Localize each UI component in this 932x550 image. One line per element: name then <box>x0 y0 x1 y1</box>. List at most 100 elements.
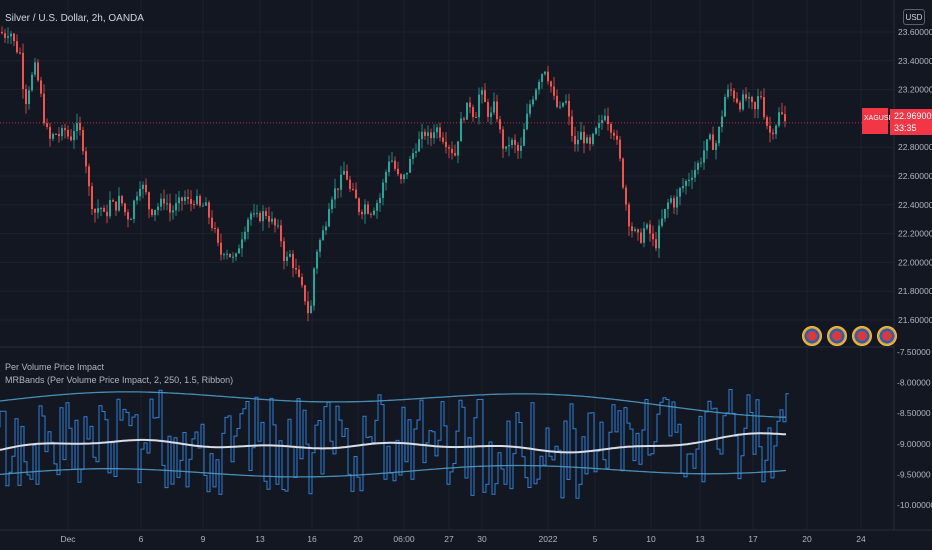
candle-down <box>91 186 93 210</box>
candle-up <box>406 172 408 175</box>
indicator-pane-title[interactable]: Per Volume Price Impact <box>5 362 105 372</box>
candle-up <box>559 106 561 108</box>
candle-down <box>619 139 621 159</box>
candle-down <box>628 204 630 227</box>
flag-icon[interactable] <box>827 326 847 346</box>
mid-band <box>0 432 787 454</box>
candle-down <box>208 202 210 218</box>
last-price-value: 22.96900 <box>894 111 932 121</box>
candle-down <box>55 133 57 135</box>
candle-down <box>769 125 771 133</box>
candle-up <box>76 123 78 132</box>
candle-up <box>562 102 564 107</box>
candle-up <box>313 268 315 306</box>
candle-up <box>478 94 480 118</box>
candle-down <box>445 141 447 148</box>
candle-up <box>385 172 387 183</box>
candle-down <box>151 209 153 216</box>
candle-up <box>601 120 603 124</box>
candle-down <box>655 239 657 249</box>
last-price-symbol-badge[interactable]: XAGUSD <box>862 108 894 134</box>
candle-up <box>694 169 696 178</box>
candle-down <box>430 132 432 139</box>
candle-up <box>706 139 708 151</box>
candle-up <box>334 188 336 200</box>
candle-up <box>586 137 588 144</box>
candle-up <box>721 116 723 127</box>
flag-icon[interactable] <box>877 326 897 346</box>
events-row <box>802 326 897 346</box>
currency-button[interactable]: USD <box>903 9 925 25</box>
candle-up <box>541 74 543 82</box>
candle-down <box>439 127 441 138</box>
flag-icon[interactable] <box>802 326 822 346</box>
candle-up <box>667 202 669 210</box>
price-tick-label: 23.40000 <box>898 56 932 66</box>
time-tick-label: 24 <box>856 534 866 544</box>
candle-down <box>67 129 69 137</box>
flag-icon[interactable] <box>852 326 872 346</box>
candle-up <box>118 195 120 211</box>
candle-down <box>517 144 519 151</box>
candle-down <box>751 96 753 103</box>
candle-down <box>367 204 369 214</box>
candle-down <box>616 135 618 140</box>
candle-down <box>229 253 231 258</box>
candle-down <box>352 188 354 190</box>
indicator-scale-ticks: -7.50000 -8.00000 -8.50000 -9.00000 -9.50000… <box>897 347 932 510</box>
time-tick-label: 27 <box>444 534 454 544</box>
candle-down <box>127 212 129 220</box>
candle-down <box>355 189 357 199</box>
candle-up <box>157 206 159 210</box>
candle-up <box>646 224 648 229</box>
candle-down <box>442 137 444 142</box>
candle-up <box>748 96 750 99</box>
candle-down <box>613 132 615 136</box>
candle-up <box>97 208 99 213</box>
candle-up <box>664 209 666 219</box>
indicator-bands-title[interactable]: MRBands (Per Volume Price Impact, 2, 250… <box>5 375 234 385</box>
candle-down <box>58 133 60 137</box>
candle-up <box>202 205 204 207</box>
candle-down <box>472 107 474 118</box>
price-tick-label: 22.20000 <box>898 229 932 239</box>
price-scale-ticks: 23.60000 23.40000 23.20000 22.80000 22.60000… <box>898 27 932 325</box>
candle-up <box>421 131 423 140</box>
candle-down <box>25 89 27 105</box>
candle-up <box>577 139 579 145</box>
candle-up <box>232 256 234 258</box>
candle-down <box>499 119 501 130</box>
candle-down <box>397 168 399 175</box>
candle-up <box>382 182 384 199</box>
price-tick-label: 22.60000 <box>898 171 932 181</box>
last-price-tag: 22.96900 33:35 <box>890 109 932 135</box>
candle-down <box>46 123 48 127</box>
candle-down <box>361 212 363 215</box>
candle-up <box>682 186 684 189</box>
candle-up <box>256 212 258 214</box>
candle-up <box>31 74 33 91</box>
candle-up <box>604 115 606 121</box>
candle-down <box>496 101 498 120</box>
candle-up <box>34 62 36 75</box>
candle-down <box>640 232 642 243</box>
candle-up <box>679 188 681 197</box>
candle-down <box>463 118 465 120</box>
candle-down <box>37 62 39 81</box>
candle-up <box>697 163 699 170</box>
indicator-tick-label: -9.50000 <box>897 469 931 479</box>
candle-down <box>637 229 639 233</box>
candle-down <box>121 195 123 204</box>
candle-up <box>109 200 111 217</box>
candle-down <box>124 203 126 213</box>
candle-up <box>775 125 777 135</box>
candle-down <box>487 102 489 117</box>
candle-up <box>709 134 711 140</box>
candle-down <box>451 148 453 154</box>
candle-up <box>28 90 30 105</box>
time-tick-label: Dec <box>60 534 76 544</box>
candle-up <box>490 112 492 117</box>
candle-down <box>652 233 654 240</box>
price-tick-label: 22.00000 <box>898 257 932 267</box>
candle-down <box>115 201 117 211</box>
